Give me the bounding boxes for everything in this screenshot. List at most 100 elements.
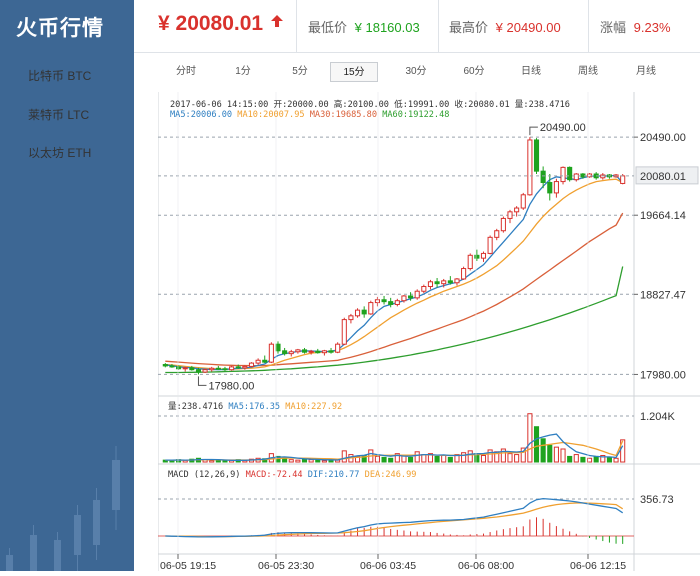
- sidebar-item-btc[interactable]: 比特币 BTC: [14, 62, 126, 90]
- macd-value: MACD:-72.44: [245, 470, 303, 480]
- low-marker-line: [197, 376, 207, 386]
- tab-15min[interactable]: 15分: [330, 62, 378, 82]
- candle-body: [408, 295, 414, 299]
- arrow-up-icon: [271, 15, 283, 27]
- candle-body: [248, 362, 255, 367]
- sidebar-item-ltc[interactable]: 莱特币 LTC: [14, 101, 126, 129]
- price-tick-label: 17980.00: [640, 369, 686, 381]
- interval-tabs: 分时 1分 5分 15分 30分 60分 日线 周线 月线: [150, 62, 690, 84]
- high-price-value: ¥ 20490.00: [495, 20, 561, 35]
- time-tick-label: 06-06 08:00: [458, 560, 514, 571]
- candle: [328, 347, 334, 354]
- tab-weekly[interactable]: 周线: [578, 66, 598, 77]
- change-percent: 涨幅 9.23%: [600, 17, 671, 36]
- tab-30min[interactable]: 30分: [405, 66, 427, 77]
- vol-ma5-value: MA5:176.35: [228, 402, 281, 412]
- ma10-value: MA10:20007.95: [237, 110, 305, 120]
- candle-body: [288, 351, 294, 355]
- candle: [567, 166, 573, 182]
- candle: [494, 228, 500, 241]
- kline-chart[interactable]: 2017-06-06 14:15:00 开:20000.00 高:20100.0…: [157, 92, 700, 572]
- candle: [229, 365, 235, 371]
- volume-info: 量:238.4716 MA5:176.35 MA10:227.92: [168, 400, 342, 412]
- candle-body: [547, 182, 553, 194]
- volume-bar: [388, 457, 394, 463]
- volume-value: 量:238.4716: [168, 402, 224, 412]
- candle: [255, 358, 261, 365]
- volume-bar: [288, 459, 294, 463]
- candle-body: [620, 175, 626, 184]
- candle: [321, 349, 327, 356]
- current-price-badge-label: 20080.01: [640, 171, 686, 183]
- candle: [487, 235, 493, 255]
- candle-body: [480, 252, 487, 259]
- volume-bar: [533, 426, 540, 463]
- volume-bar: [620, 439, 626, 463]
- volume-bar: [467, 450, 473, 463]
- dif-value: DIF:210.77: [307, 470, 360, 480]
- candle-body: [341, 319, 347, 345]
- tab-5min[interactable]: 5分: [292, 66, 308, 77]
- candle-body: [255, 359, 261, 364]
- candle-body: [533, 139, 540, 172]
- volume-bar: [209, 460, 215, 463]
- candle: [461, 266, 467, 280]
- low-price-value: ¥ 18160.03: [354, 20, 420, 35]
- price-tick-label: 18827.47: [640, 289, 686, 301]
- candle: [467, 253, 473, 271]
- candle-body: [262, 359, 268, 363]
- candle: [308, 349, 314, 355]
- high-marker-label: 20490.00: [540, 122, 586, 134]
- high-price-label: 最高价: [449, 20, 489, 35]
- tab-daily[interactable]: 日线: [521, 66, 541, 77]
- volume-bar: [308, 459, 314, 463]
- candle-body: [388, 301, 394, 305]
- tab-60min[interactable]: 60分: [463, 66, 485, 77]
- candle: [374, 296, 380, 307]
- candle: [540, 166, 546, 189]
- ma60-value: MA60:19122.48: [382, 110, 450, 120]
- kline-ma-info: MA5:20006.00 MA10:20007.95 MA30:19685.80…: [170, 110, 449, 120]
- volume-bar: [507, 453, 513, 463]
- candle-body: [421, 286, 427, 292]
- volume-tick-label: 1.204K: [640, 411, 676, 423]
- candle: [169, 364, 175, 368]
- candle-body: [494, 230, 500, 238]
- candle: [527, 137, 533, 196]
- candle-body: [209, 367, 215, 371]
- tab-monthly[interactable]: 月线: [636, 66, 656, 77]
- candle-body: [553, 181, 559, 194]
- volume-bar: [487, 449, 493, 463]
- candle-body: [454, 278, 460, 284]
- candle: [341, 317, 347, 346]
- price-tick-label: 19664.14: [640, 210, 686, 222]
- candle: [394, 298, 400, 307]
- candle: [388, 297, 394, 308]
- sidebar-item-eth[interactable]: 以太坊 ETH: [14, 139, 126, 167]
- candle-body: [540, 170, 546, 184]
- tab-fenshi[interactable]: 分时: [176, 66, 196, 77]
- volume-bar: [441, 455, 447, 463]
- kline-svg: 20490.00 19664.14 18827.47 17980.00 20080.01…: [157, 92, 700, 572]
- candle: [195, 367, 202, 375]
- candle: [354, 308, 361, 318]
- candle-body: [189, 367, 195, 371]
- candle: [162, 363, 168, 368]
- candle-body: [222, 368, 228, 371]
- volume-bar: [586, 457, 593, 463]
- candle-body: [414, 290, 420, 299]
- volume-bar: [606, 456, 612, 463]
- candle-body: [507, 211, 513, 219]
- candle-body: [202, 369, 208, 373]
- candle: [381, 295, 387, 305]
- candle: [573, 173, 579, 182]
- high-marker-line: [529, 126, 538, 136]
- volume-bar: [613, 457, 619, 463]
- candle: [182, 366, 188, 372]
- sidebar-item-label: 比特币 BTC: [28, 69, 92, 83]
- time-tick-label: 06-06 12:15: [570, 560, 626, 571]
- tab-1min[interactable]: 1分: [235, 66, 251, 77]
- vol-ma5-line: [165, 433, 624, 461]
- candle: [215, 365, 221, 370]
- volume-bar: [381, 456, 387, 463]
